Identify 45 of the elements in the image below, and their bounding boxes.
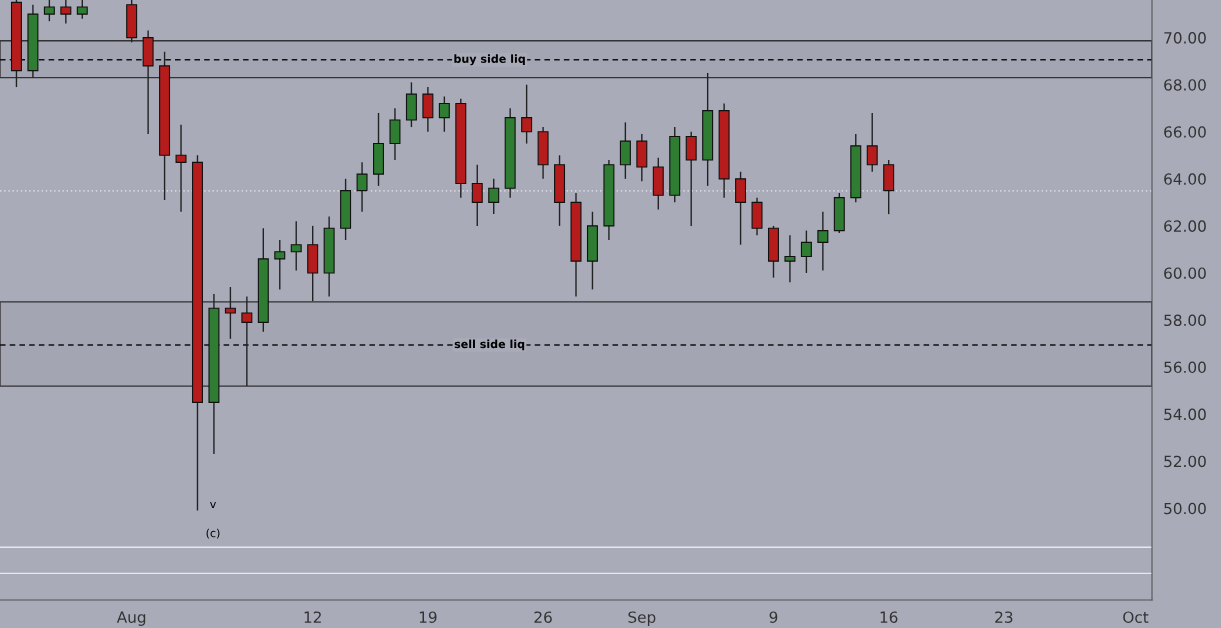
candlestick — [175, 124, 187, 213]
candlestick — [290, 220, 302, 272]
candlestick — [471, 164, 483, 227]
y-tick-label: 64.00 — [1164, 173, 1206, 185]
y-tick-label: 60.00 — [1164, 267, 1206, 279]
x-tick-label: Aug — [116, 611, 146, 626]
annotation: v — [210, 501, 216, 509]
annotation: (c) — [206, 528, 220, 539]
y-tick-label: 58.00 — [1164, 314, 1206, 327]
y-tick-label: 52.00 — [1164, 455, 1206, 468]
y-tick-label: 50.00 — [1164, 502, 1206, 515]
candlestick — [619, 121, 631, 180]
y-tick-label: 54.00 — [1164, 408, 1206, 421]
candlestick — [784, 234, 796, 284]
candlestick — [817, 211, 829, 272]
x-tick-label: Sep — [628, 611, 656, 626]
candlestick — [356, 161, 368, 213]
candlestick — [224, 286, 236, 340]
candlestick — [866, 112, 878, 173]
x-tick-label: Oct — [1123, 611, 1149, 623]
x-tick-label: 12 — [304, 611, 321, 623]
ref-line-label: sell side liq — [454, 339, 525, 351]
candlestick — [438, 95, 450, 133]
candlestick — [800, 229, 812, 274]
y-tick-label: 56.00 — [1164, 361, 1206, 374]
candlestick — [389, 107, 401, 161]
ref-line-label: buy side liq — [454, 54, 525, 66]
y-tick-label: 70.00 — [1164, 32, 1206, 44]
candlestick — [274, 239, 286, 291]
y-tick-label: 62.00 — [1164, 220, 1206, 232]
candlestick — [521, 84, 533, 145]
x-tick-label: 16 — [880, 611, 898, 623]
x-tick-label: 23 — [995, 611, 1013, 623]
candlestick — [735, 171, 747, 246]
y-tick-label: 66.00 — [1164, 126, 1206, 138]
candlestick — [60, 0, 72, 25]
candlestick — [488, 178, 500, 215]
candlestick — [422, 86, 434, 133]
candlestick — [685, 131, 697, 227]
candlestick — [76, 0, 88, 20]
candlestick — [43, 0, 55, 22]
x-tick-label: 19 — [419, 611, 437, 623]
x-tick-label: 9 — [769, 611, 778, 623]
y-tick-label: 68.00 — [1164, 79, 1206, 91]
x-tick-label: 26 — [534, 611, 552, 623]
